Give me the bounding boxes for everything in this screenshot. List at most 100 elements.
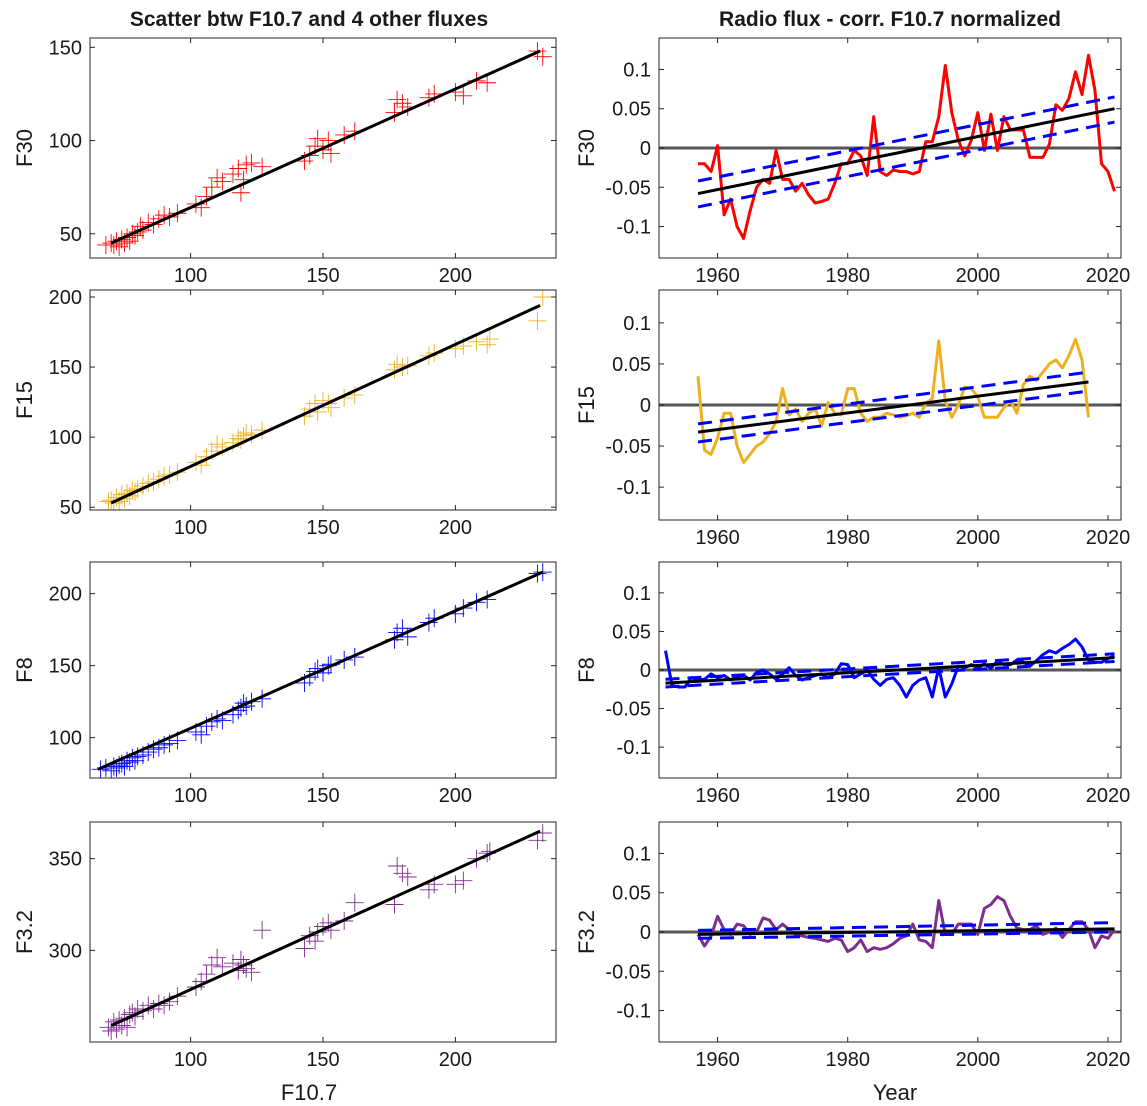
scatter-point: [242, 963, 261, 982]
scatter-point: [454, 871, 473, 890]
scatter-point: [454, 86, 473, 105]
y-tick-label: -0.05: [605, 177, 651, 199]
y-tick-label: 0: [640, 138, 651, 160]
x-tick-label: 150: [306, 785, 339, 807]
y-axis-label: F3.2: [574, 910, 599, 954]
x-tick-label: 1980: [825, 265, 870, 287]
scatter-point: [528, 831, 547, 850]
fit-line: [110, 304, 541, 505]
y-tick-label: 350: [49, 849, 82, 871]
panel-scatter-4: 100 150 200 300 350 F3.2: [12, 821, 557, 1071]
scatter-point: [237, 155, 256, 174]
plot-content: [99, 824, 552, 1040]
scatter-point: [237, 423, 256, 442]
fit-line: [698, 927, 1115, 936]
x-tick-label: 150: [306, 517, 339, 539]
scatter-point: [321, 144, 340, 163]
ci-upper-line: [698, 921, 1115, 932]
y-tick-label: 0: [640, 922, 651, 944]
panel-line-4: 1960 1980 2000 2020 -0.1 -0.05 0 0.05 0.1 F3.2: [574, 821, 1131, 1071]
panel-line-3: 1960 1980 2000 2020 -0.1 -0.05 0 0.05 0.1 F8: [574, 561, 1131, 807]
y-axis-label: F8: [574, 657, 599, 683]
panel-scatter-1: 100 150 200 50 100 150 F30: [12, 37, 557, 287]
scatter-point: [388, 90, 407, 109]
x-tick-label: 200: [439, 785, 472, 807]
y-tick-label: 50: [60, 497, 82, 519]
fit-line: [697, 380, 1089, 434]
panel-line-2: 1960 1980 2000 2020 -0.1 -0.05 0 0.05 0.1 F15: [574, 289, 1130, 549]
scatter-point: [478, 73, 497, 92]
plot-content: [659, 53, 1121, 240]
scatter-point: [253, 157, 272, 176]
x-tick-label: 1980: [825, 785, 870, 807]
y-tick-label: 0.05: [612, 354, 651, 376]
x-tick-label: 150: [306, 1049, 339, 1071]
y-axis-label: F8: [12, 657, 37, 683]
scatter-point: [208, 948, 227, 967]
x-tick-label: 2000: [956, 265, 1001, 287]
x-tick-label: 2000: [956, 1049, 1001, 1071]
ci-lower-line: [698, 930, 1115, 940]
scatter-point: [192, 725, 211, 744]
fit-line: [110, 829, 541, 1027]
x-tick-label: 100: [174, 785, 207, 807]
scatter-point: [208, 435, 227, 454]
x-tick-label: 1960: [695, 1049, 740, 1071]
y-tick-label: 150: [49, 37, 82, 59]
scatter-point: [398, 868, 417, 886]
y-axis-label: F30: [574, 129, 599, 167]
y-tick-label: 0.1: [623, 583, 651, 605]
y-axis-label: F15: [574, 386, 599, 424]
left-column-title: Scatter btw F10.7 and 4 other fluxes: [130, 8, 488, 31]
scatter-point: [118, 1018, 137, 1037]
y-tick-label: 100: [49, 427, 82, 449]
x-tick-label: 1980: [825, 1049, 870, 1071]
y-tick-label: -0.1: [617, 477, 651, 499]
y-tick-label: 0.05: [612, 99, 651, 121]
y-tick-label: 150: [49, 656, 82, 678]
left-x-axis-label: F10.7: [281, 1080, 337, 1105]
scatter-point: [213, 172, 232, 191]
scatter-point: [229, 159, 248, 178]
plot-content: [91, 563, 552, 778]
x-tick-label: 2020: [1086, 1049, 1131, 1071]
ci-lower-line: [697, 120, 1115, 209]
y-tick-label: 300: [49, 940, 82, 962]
x-tick-label: 100: [174, 517, 207, 539]
y-tick-label: 0: [640, 660, 651, 682]
x-tick-label: 200: [439, 265, 472, 287]
y-tick-label: 0.1: [623, 59, 651, 81]
ci-lower-line: [665, 660, 1115, 689]
scatter-point: [231, 183, 250, 202]
x-tick-label: 100: [174, 265, 207, 287]
x-tick-label: 100: [174, 1049, 207, 1071]
plot-content: [659, 337, 1121, 464]
y-tick-label: 100: [49, 728, 82, 750]
scatter-point: [533, 47, 552, 66]
x-tick-label: 2000: [956, 785, 1001, 807]
panel-line-1: 1960 1980 2000 2020 -0.1 -0.05 0 0.05 0.1 F30: [574, 37, 1130, 287]
scatter-point: [419, 880, 438, 899]
y-axis-label: F30: [12, 129, 37, 167]
scatter-point: [197, 965, 216, 984]
scatter-point: [213, 957, 232, 976]
scatter-point: [480, 330, 499, 349]
fit-line: [110, 49, 541, 245]
plot-content: [659, 637, 1121, 699]
x-tick-label: 200: [439, 517, 472, 539]
x-tick-label: 1960: [695, 527, 740, 549]
scatter-point: [306, 932, 325, 951]
scatter-point: [393, 94, 412, 113]
x-tick-label: 2020: [1086, 785, 1131, 807]
y-tick-label: -0.05: [605, 436, 651, 458]
y-tick-label: -0.05: [605, 961, 651, 983]
y-tick-label: -0.05: [605, 699, 651, 721]
plot-content: [659, 895, 1121, 954]
y-tick-label: -0.1: [617, 217, 651, 239]
scatter-point: [528, 311, 547, 330]
x-tick-label: 1980: [825, 527, 870, 549]
scatter-point: [308, 129, 327, 148]
panel-scatter-2: 100 150 200 50 100 150 200 F15: [12, 287, 557, 539]
fit-line: [665, 656, 1115, 685]
plot-content: [96, 42, 552, 256]
